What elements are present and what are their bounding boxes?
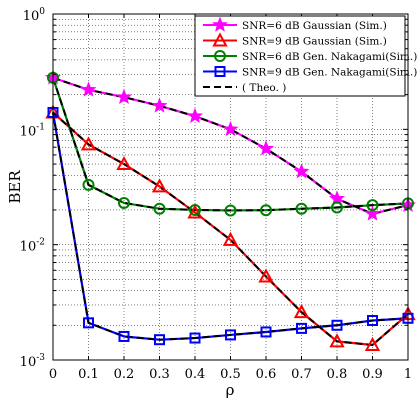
theory-line xyxy=(52,112,409,341)
data-point xyxy=(296,322,307,334)
legend: SNR=6 dB Gaussian (Sim.) SNR=9 dB Gaussia… xyxy=(194,15,417,97)
data-point xyxy=(293,163,310,179)
y-tick-label: 10-3 xyxy=(20,353,46,370)
data-point xyxy=(258,140,274,156)
x-tick-label: 0.1 xyxy=(78,367,99,382)
legend-marker xyxy=(212,32,228,47)
theory-line xyxy=(52,76,409,215)
data-point xyxy=(329,333,345,348)
legend-label: SNR=9 dB Gaussian (Sim.) xyxy=(242,36,387,48)
data-point xyxy=(153,202,166,215)
data-point xyxy=(187,107,203,123)
data-point xyxy=(118,330,130,342)
data-point xyxy=(187,204,203,219)
data-point xyxy=(154,334,165,346)
x-tick-label: 0.9 xyxy=(362,367,383,382)
y-tick-label: 100 xyxy=(23,7,46,24)
theory-line xyxy=(52,111,409,347)
legend-label: SNR=6 dB Gaussian (Sim.) xyxy=(242,20,387,32)
data-point xyxy=(83,317,94,329)
x-tick-label: 0.2 xyxy=(114,367,135,382)
data-point xyxy=(80,81,97,97)
x-tick-label: 1 xyxy=(404,367,412,382)
x-tick-label: 0.6 xyxy=(256,367,277,382)
data-point xyxy=(151,178,168,193)
data-point xyxy=(331,201,343,214)
markers-square xyxy=(47,106,414,346)
data-point xyxy=(116,155,132,171)
x-tick-label: 0.8 xyxy=(327,367,348,382)
legend-label: SNR=6 dB Gen. Nakagami(Sim.) xyxy=(242,51,417,63)
data-point xyxy=(225,329,236,341)
data-point xyxy=(222,120,239,137)
x-tick-label: 0.5 xyxy=(220,367,241,382)
x-tick-label: 0.4 xyxy=(185,367,206,382)
data-point xyxy=(189,332,201,344)
x-tick-label: 0 xyxy=(49,367,57,382)
data-point xyxy=(364,336,381,351)
y-axis-label: BER xyxy=(6,170,24,204)
axis-ticks: 0 0.1 0.2 0.3 0.4 0.5 0.6 0.7 0.8 0.9 1 100 10-1 10-2… xyxy=(20,7,412,382)
data-point xyxy=(189,203,201,216)
data-point xyxy=(295,202,308,215)
data-point xyxy=(293,304,310,319)
x-tick-label: 0.3 xyxy=(149,367,170,382)
legend-label: ( Theo. ) xyxy=(242,82,286,94)
x-axis-label: ρ xyxy=(226,381,235,399)
legend-marker xyxy=(214,50,226,62)
series-group xyxy=(45,69,416,351)
x-tick-label: 0.7 xyxy=(291,367,312,382)
legend-label: SNR=9 dB Gen. Nakagami(Sim.) xyxy=(242,67,417,79)
y-tick-label: 10-1 xyxy=(20,122,45,139)
data-point xyxy=(151,97,168,113)
legend-marker xyxy=(212,16,228,32)
data-point xyxy=(260,204,272,217)
data-point xyxy=(222,231,239,246)
data-point xyxy=(366,199,379,212)
data-point xyxy=(331,319,343,331)
legend-marker xyxy=(214,66,226,77)
data-point xyxy=(224,204,237,217)
data-point xyxy=(258,268,274,283)
data-point xyxy=(364,205,381,221)
y-tick-label: 10-2 xyxy=(20,238,45,255)
data-point xyxy=(82,178,95,191)
data-point xyxy=(118,196,130,209)
data-point xyxy=(116,88,132,104)
data-point xyxy=(367,315,378,327)
data-point xyxy=(260,326,272,338)
theory-line xyxy=(52,77,409,212)
data-point xyxy=(80,136,97,151)
